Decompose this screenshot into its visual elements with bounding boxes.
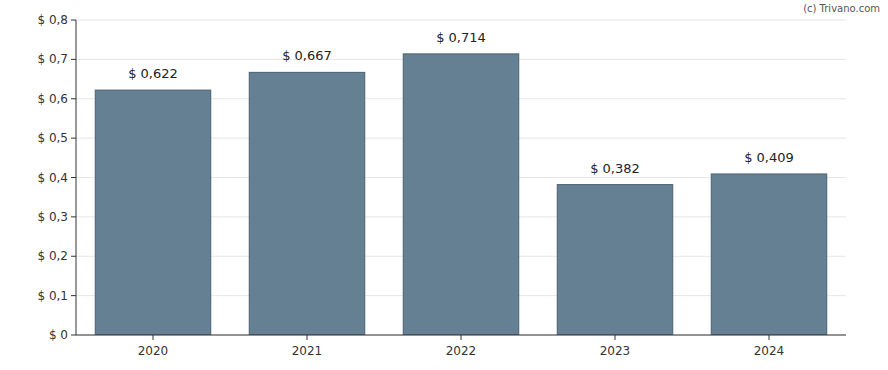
y-tick bbox=[71, 256, 76, 257]
y-tick bbox=[71, 216, 76, 217]
chart: $ 0 $ 0,1 $ 0,2 $ 0,3 $ 0,4 $ 0,5 $ 0,6 $ 0,7 $ … bbox=[0, 0, 888, 370]
x-tick bbox=[461, 335, 462, 340]
data-label: $ 0,409 bbox=[744, 150, 794, 165]
x-tick-label: 2020 bbox=[138, 344, 169, 358]
y-tick-label: $ 0,8 bbox=[37, 13, 68, 27]
y-tick-label: $ 0,2 bbox=[37, 249, 68, 263]
x-tick-label: 2022 bbox=[446, 344, 477, 358]
y-tick-label: $ 0,1 bbox=[37, 289, 68, 303]
grid-line bbox=[76, 20, 846, 21]
x-tick bbox=[615, 335, 616, 340]
y-tick bbox=[71, 335, 76, 336]
bars bbox=[95, 54, 827, 335]
data-label: $ 0,382 bbox=[590, 161, 640, 176]
y-tick-label: $ 0 bbox=[49, 328, 68, 342]
data-label: $ 0,622 bbox=[128, 66, 178, 81]
x-tick-label: 2023 bbox=[600, 344, 631, 358]
y-tick bbox=[71, 138, 76, 139]
y-tick-label: $ 0,5 bbox=[37, 131, 68, 145]
y-tick-label: $ 0,4 bbox=[37, 171, 68, 185]
data-label: $ 0,714 bbox=[436, 30, 486, 45]
y-tick-label: $ 0,3 bbox=[37, 210, 68, 224]
bar bbox=[711, 174, 827, 335]
x-tick-label: 2021 bbox=[292, 344, 323, 358]
bar bbox=[249, 72, 365, 335]
x-tick bbox=[307, 335, 308, 340]
x-tick bbox=[769, 335, 770, 340]
y-axis bbox=[76, 20, 77, 335]
y-tick bbox=[71, 177, 76, 178]
bar bbox=[95, 90, 211, 335]
y-tick bbox=[71, 20, 76, 21]
y-tick-label: $ 0,7 bbox=[37, 52, 68, 66]
credit: (c) Trivano.com bbox=[803, 3, 880, 14]
x-tick bbox=[153, 335, 154, 340]
y-tick bbox=[71, 295, 76, 296]
y-tick bbox=[71, 98, 76, 99]
y-tick-label: $ 0,6 bbox=[37, 92, 68, 106]
bar bbox=[403, 54, 519, 335]
y-tick bbox=[71, 59, 76, 60]
bar bbox=[557, 185, 673, 335]
x-tick-label: 2024 bbox=[754, 344, 785, 358]
data-label: $ 0,667 bbox=[282, 48, 332, 63]
